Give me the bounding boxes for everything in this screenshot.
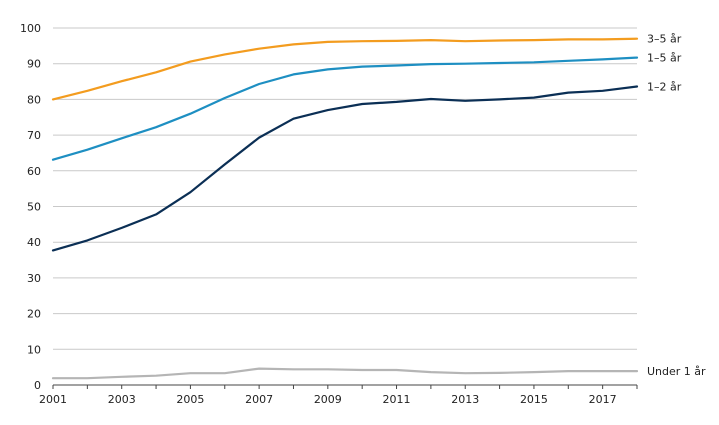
gridlines bbox=[53, 27, 637, 350]
y-tick-label: 40 bbox=[27, 236, 41, 249]
series-label: 1–5 år bbox=[647, 52, 682, 65]
y-tick-label: 10 bbox=[27, 343, 41, 356]
y-tick-label: 30 bbox=[27, 272, 41, 285]
series-line bbox=[51, 56, 639, 161]
series-line bbox=[51, 85, 639, 252]
x-tick-label: 2009 bbox=[314, 393, 342, 406]
x-tick-label: 2015 bbox=[520, 393, 548, 406]
y-tick-labels: 0 10 20 30 40 50 60 70 80 90 100 bbox=[20, 22, 41, 392]
series-label: 3–5 år bbox=[647, 33, 682, 46]
y-tick-label: 80 bbox=[27, 93, 41, 106]
x-tick-label: 2017 bbox=[589, 393, 617, 406]
x-tick-label: 2003 bbox=[108, 393, 136, 406]
y-tick-label: 100 bbox=[20, 22, 41, 35]
x-tick-label: 2005 bbox=[176, 393, 204, 406]
series-lines bbox=[51, 37, 639, 380]
y-tick-label: 50 bbox=[27, 201, 41, 214]
x-tick-label: 2007 bbox=[245, 393, 273, 406]
y-tick-label: 60 bbox=[27, 165, 41, 178]
x-tick-label: 2001 bbox=[39, 393, 67, 406]
y-tick-label: 90 bbox=[27, 58, 41, 71]
series-label: Under 1 år bbox=[647, 365, 706, 378]
series-label: 1–2 år bbox=[647, 81, 682, 94]
x-tick-labels: 2001 2003 2005 2007 2009 2011 2013 2015 2017 bbox=[39, 393, 617, 406]
series-labels: 3–5 år 1–5 år 1–2 år Under 1 år bbox=[647, 33, 706, 378]
y-tick-label: 20 bbox=[27, 308, 41, 321]
x-tick-label: 2013 bbox=[451, 393, 479, 406]
y-tick-label: 70 bbox=[27, 129, 41, 142]
series-line bbox=[51, 367, 639, 380]
series-line bbox=[51, 37, 639, 101]
x-tick-label: 2011 bbox=[383, 393, 411, 406]
axes bbox=[52, 384, 638, 389]
y-tick-label: 0 bbox=[34, 379, 41, 392]
